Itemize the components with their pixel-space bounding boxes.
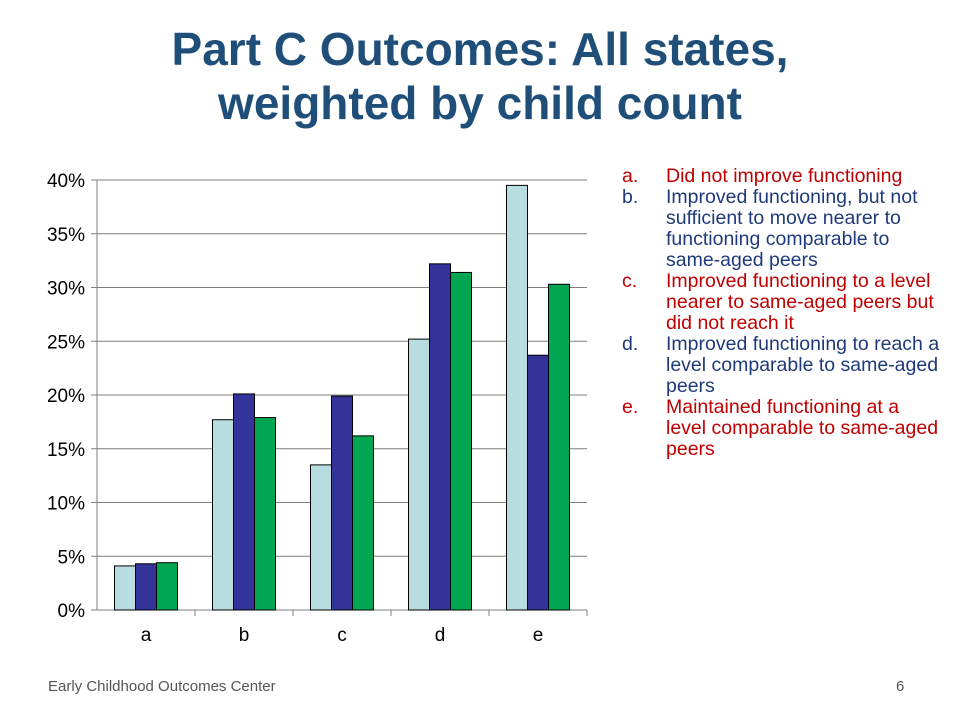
bar-a-series-3 — [156, 562, 178, 611]
y-tick-label: 30% — [47, 279, 85, 300]
legend-letter-b: b. — [622, 186, 639, 208]
x-tick-label-c: c — [337, 625, 347, 646]
legend-text-a: Did not improve functioning — [666, 165, 903, 187]
y-tick-label: 40% — [47, 171, 85, 192]
y-tick-label: 10% — [47, 494, 85, 515]
title-line-2: weighted by child count — [218, 77, 742, 129]
x-tick-label-b: b — [239, 625, 250, 646]
y-tick-label: 35% — [47, 225, 85, 246]
legend-text-d: Improved functioning to reach a level co… — [666, 333, 940, 397]
x-tick-label-a: a — [141, 625, 152, 646]
title-line-1: Part C Outcomes: All states, — [171, 23, 789, 75]
legend-letter-c: c. — [622, 270, 638, 292]
x-tick-label-d: d — [435, 625, 446, 646]
y-tick-label: 5% — [58, 547, 86, 568]
y-tick-label: 0% — [58, 601, 86, 622]
page-number: 6 — [896, 678, 905, 695]
y-tick-label: 20% — [47, 386, 85, 407]
bar-e-series-1 — [506, 184, 528, 611]
bar-d-series-3 — [450, 271, 472, 611]
legend-text-b: Improved functioning, but not sufficient… — [666, 186, 918, 271]
bar-c-series-1 — [310, 464, 332, 611]
legend-letter-d: d. — [622, 333, 639, 355]
y-tick-label: 25% — [47, 332, 85, 353]
bar-b-series-1 — [212, 419, 234, 611]
footer-text: Early Childhood Outcomes Center — [48, 678, 276, 695]
x-tick-label-e: e — [533, 625, 544, 646]
slide-title: Part C Outcomes: All states, weighted by… — [0, 22, 960, 130]
y-tick-label: 15% — [47, 440, 85, 461]
legend-item-e: e. Maintained functioning at a level comp… — [622, 397, 942, 460]
bar-d-series-2 — [429, 263, 451, 611]
legend-letter-a: a. — [622, 165, 639, 187]
bar-chart: 0% 5% 10% 15% 20% 25% 30% 35% 40% a b c d e — [47, 171, 588, 646]
bar-a-series-2 — [135, 563, 157, 611]
bar-c-series-3 — [352, 435, 374, 611]
bar-c-series-2 — [331, 395, 353, 611]
bar-d-series-1 — [408, 338, 430, 611]
outcome-legend: a. Did not improve functioning b. Improved… — [622, 166, 942, 460]
legend-item-a: a. Did not improve functioning — [622, 166, 942, 187]
bar-b-series-3 — [254, 417, 276, 611]
bar-e-series-3 — [548, 283, 570, 611]
bar-b-series-2 — [233, 393, 255, 611]
legend-text-e: Maintained functioning at a level compar… — [666, 396, 939, 460]
legend-text-c: Improved functioning to a level nearer t… — [666, 270, 934, 334]
bar-e-series-2 — [527, 354, 549, 611]
bar-a-series-1 — [114, 565, 136, 611]
legend-item-b: b. Improved functioning, but not sufficie… — [622, 187, 942, 271]
legend-letter-e: e. — [622, 396, 639, 418]
legend-item-c: c. Improved functioning to a level nearer… — [622, 271, 942, 334]
legend-item-d: d. Improved functioning to reach a level … — [622, 334, 942, 397]
